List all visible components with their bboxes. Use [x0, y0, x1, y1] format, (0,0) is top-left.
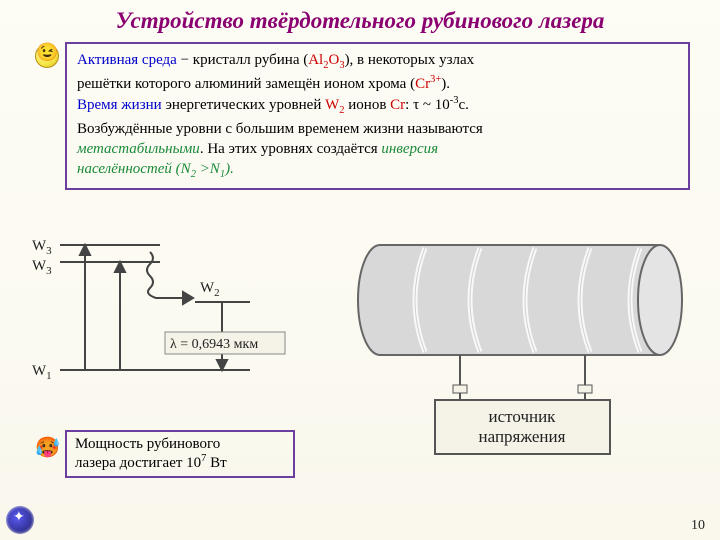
svg-text:напряжения: напряжения — [479, 427, 566, 446]
text: лазера достигает 10 — [75, 455, 201, 471]
svg-text:источник: источник — [489, 407, 557, 426]
text: N2 >N1). — [181, 161, 234, 177]
text: − кристалл рубина ( — [177, 52, 308, 68]
text: Время жизни — [77, 97, 162, 113]
page-title: Устройство твёрдотельного рубинового лаз… — [0, 0, 720, 34]
svg-text:W2: W2 — [200, 280, 220, 299]
text: энергетических уровней — [162, 97, 325, 113]
laser-diagram: источник напряжения — [358, 245, 682, 454]
text: метастабильными — [77, 141, 200, 157]
text: ионов — [345, 97, 391, 113]
text: населённостей ( — [77, 161, 181, 177]
text: ), в некоторых узлах — [345, 52, 475, 68]
hotface-icon — [35, 435, 57, 457]
corner-logo-icon — [6, 506, 34, 534]
main-textbox: Активная среда − кристалл рубина (Al2O3)… — [65, 42, 690, 190]
text: : τ ~ 10 — [405, 97, 450, 113]
svg-text:W3: W3 — [32, 238, 52, 257]
svg-text:λ = 0,6943 мкм: λ = 0,6943 мкм — [170, 337, 258, 352]
text: Вт — [206, 455, 226, 471]
text: . На этих уровнях создаётся — [200, 141, 382, 157]
text: ). — [441, 76, 450, 92]
lambda-box: λ = 0,6943 мкм — [165, 332, 285, 354]
text: инверсия — [381, 141, 438, 157]
text: Cr3+ — [415, 76, 441, 92]
text: с. — [458, 97, 468, 113]
text: Cr — [390, 97, 405, 113]
text: W2 — [325, 97, 344, 113]
text: Активная среда — [77, 52, 177, 68]
svg-text:W1: W1 — [32, 363, 52, 382]
text: решётки которого алюминий замещён ионом … — [77, 76, 415, 92]
text: Возбуждённые уровни с большим временем ж… — [77, 121, 483, 137]
smiley-icon — [35, 44, 59, 68]
text: Мощность рубинового — [75, 436, 220, 452]
power-textbox: Мощность рубинового лазера достигает 107… — [65, 430, 295, 478]
text: Al2O3 — [308, 52, 344, 68]
page-number: 10 — [691, 518, 705, 534]
svg-text:W3: W3 — [32, 258, 52, 277]
